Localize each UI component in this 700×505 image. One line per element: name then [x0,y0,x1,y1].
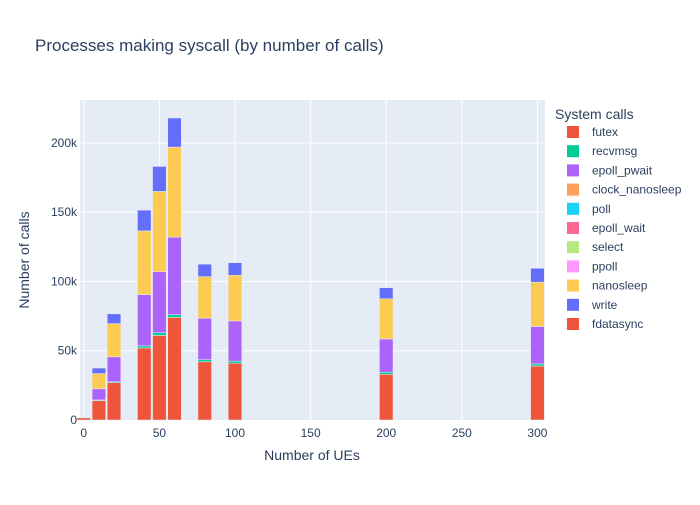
legend: System calls futex recvmsg epoll_pwaitcloc… [555,106,682,331]
legend-item-label[interactable]: epoll_wait [592,221,646,235]
bar-segment-recvmsg[interactable] [167,314,182,318]
legend-swatch[interactable] [567,164,579,177]
bar-segment-futex[interactable] [167,317,182,421]
bar-segment-futex[interactable] [152,335,167,421]
bar-segment-nanosleep[interactable] [379,298,394,340]
x-tick-label: 50 [153,426,167,440]
bar-segment-nanosleep[interactable] [106,323,122,358]
legend-swatch[interactable] [567,145,579,158]
legend-item-label[interactable]: futex [592,125,618,139]
y-tick-label: 200k [51,136,78,150]
bar-segment-write[interactable] [152,166,167,192]
bar-segment-futex[interactable] [530,365,545,421]
bar-segment-epoll-pwait[interactable] [106,356,122,383]
y-tick-label: 100k [51,274,78,288]
bar-segment-nanosleep[interactable] [530,281,545,327]
legend-item-label[interactable]: poll [592,202,611,216]
bar-segment-futex[interactable] [227,362,243,421]
legend-item-label[interactable]: recvmsg [592,144,637,158]
bar-segment-epoll-pwait[interactable] [530,326,545,365]
bar-segment-epoll-pwait[interactable] [91,388,106,401]
y-tick-label: 0 [70,413,77,427]
bar-segment-nanosleep[interactable] [227,274,243,322]
legend-swatch[interactable] [567,241,579,254]
legend-swatch[interactable] [567,222,579,234]
bar-segment-epoll-pwait[interactable] [379,338,394,373]
legend-item-label[interactable]: ppoll [592,259,617,273]
x-tick-label: 200 [376,426,396,440]
bar-segment-recvmsg[interactable] [530,363,545,367]
legend-swatch[interactable] [567,126,579,138]
legend-swatch[interactable] [567,202,579,215]
bar-segment-write[interactable] [106,313,122,324]
bar-segment-write[interactable] [379,287,394,300]
bar-segment-write[interactable] [137,209,152,232]
legend-item-label[interactable]: fdatasync [592,317,643,331]
bar-segment-futex[interactable] [106,382,122,421]
bar-segment-nanosleep[interactable] [197,276,212,319]
bar-segment-nanosleep[interactable] [137,230,152,295]
legend-item-label[interactable]: nanosleep [592,279,648,293]
y-axis-title: Number of calls [16,211,32,308]
bar-segment-epoll-pwait[interactable] [167,236,182,315]
x-axis-ticks: 0 50 100 150 200 250 300 [80,426,547,440]
bar-segment-futex[interactable] [379,374,394,421]
x-tick-label: 100 [225,426,245,440]
chart-title: Processes making syscall (by number of c… [35,36,384,55]
legend-swatch[interactable] [567,183,579,196]
bar-segment-recvmsg[interactable] [227,360,243,364]
legend-item-label[interactable]: clock_nanosleep [592,183,682,197]
bar-segment-futex[interactable] [197,361,212,421]
x-tick-label: 150 [301,426,321,440]
bar-segment-epoll-pwait[interactable] [197,317,212,360]
x-tick-label: 250 [452,426,472,440]
bar-segment-nanosleep[interactable] [91,373,106,390]
bars [76,117,545,421]
bar-segment-epoll-pwait[interactable] [152,271,167,333]
legend-swatch[interactable] [567,279,579,292]
bar-segment-nanosleep[interactable] [152,191,167,273]
bar-segment-recvmsg[interactable] [152,332,167,336]
bar-segment-recvmsg[interactable] [137,345,152,349]
bar-segment-recvmsg[interactable] [379,371,394,375]
legend-title: System calls [555,106,634,122]
legend-item-label[interactable]: write [591,298,618,312]
y-tick-label: 50k [58,344,78,358]
bar-segment-write[interactable] [227,262,243,276]
bar-segment-write[interactable] [530,268,545,283]
bar-segment-nanosleep[interactable] [167,146,182,238]
bar-segment-write[interactable] [197,263,212,277]
y-tick-label: 150k [51,205,78,219]
legend-swatch[interactable] [567,318,579,330]
bar-segment-futex[interactable] [91,400,106,421]
bar-segment-epoll-pwait[interactable] [227,320,243,362]
bar-segment-recvmsg[interactable] [197,359,212,363]
bar-segment-futex[interactable] [137,347,152,421]
bar-segment-futex[interactable] [76,417,91,421]
bar-segment-write[interactable] [167,117,182,148]
x-axis-title: Number of UEs [264,447,360,463]
legend-item-label[interactable]: select [592,240,624,254]
bar-segment-epoll-pwait[interactable] [137,294,152,347]
legend-swatch[interactable] [567,260,579,273]
x-tick-label: 0 [80,426,87,440]
x-tick-label: 300 [527,426,547,440]
legend-item-label[interactable]: epoll_pwait [592,163,653,177]
bar-segment-write[interactable] [91,367,106,374]
y-axis-ticks: 0 50k 100k 150k 200k [51,136,78,427]
legend-swatch[interactable] [567,298,579,311]
